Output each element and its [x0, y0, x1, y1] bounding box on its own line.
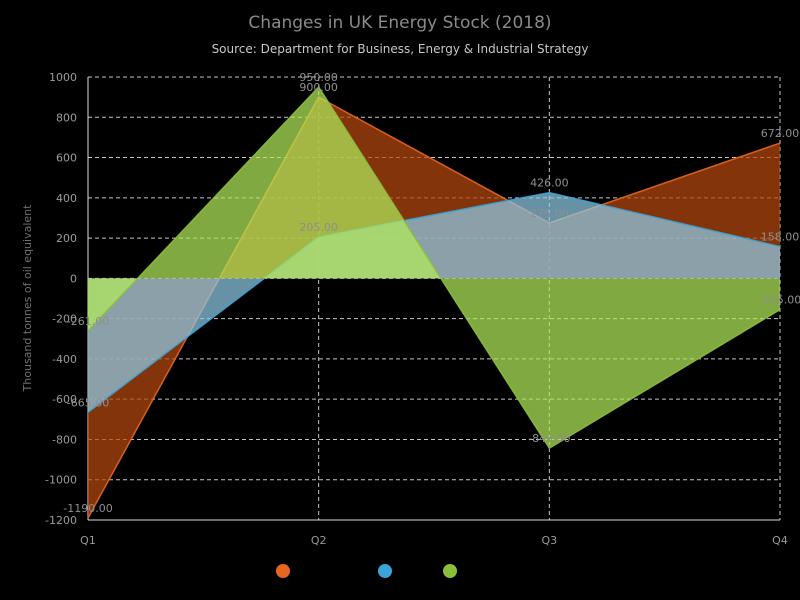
y-tick-label: 1000	[49, 71, 77, 84]
data-label: 158.00	[761, 231, 800, 244]
y-tick-label: -400	[52, 353, 77, 366]
x-tick-label: Q1	[80, 534, 96, 547]
data-label: 950.00	[299, 71, 338, 84]
data-label: -843.00	[528, 432, 570, 445]
data-label: 426.00	[530, 177, 569, 190]
y-tick-label: 600	[56, 152, 77, 165]
legend[interactable]	[276, 564, 457, 578]
y-tick-label: 400	[56, 192, 77, 205]
y-tick-label: -200	[52, 313, 77, 326]
legend-marker-series-3[interactable]	[443, 564, 457, 578]
series-2-area	[88, 192, 780, 413]
legend-marker-series-2[interactable]	[378, 564, 392, 578]
y-tick-label: -1000	[45, 474, 77, 487]
y-axis-label: Thousand tonnes of oil equivalent	[21, 204, 34, 393]
data-label: -1190.00	[63, 502, 112, 515]
y-tick-label: 200	[56, 232, 77, 245]
tick-layer: -1200 -1000 -800 -600 -400 -200 0 200 400 600 800 1…	[45, 71, 788, 547]
chart-title: Changes in UK Energy Stock (2018)	[248, 13, 551, 33]
area-layer	[87, 85, 781, 519]
data-label: 205.00	[299, 221, 338, 234]
data-label: 672.00	[761, 127, 800, 140]
x-tick-label: Q4	[772, 534, 788, 547]
series-2-line	[87, 191, 781, 413]
chart-subtitle: Source: Department for Business, Energy …	[212, 42, 589, 56]
legend-marker-series-1[interactable]	[276, 564, 290, 578]
x-tick-label: Q2	[311, 534, 327, 547]
y-tick-label: -800	[52, 433, 77, 446]
data-label: 900.00	[299, 81, 338, 94]
y-tick-label: -1200	[45, 514, 77, 527]
data-label: 275.00	[530, 207, 569, 220]
data-label: -665.00	[67, 396, 109, 409]
series-3-line	[87, 85, 781, 450]
y-tick-label: -600	[52, 393, 77, 406]
y-tick-label: 800	[56, 111, 77, 124]
x-tick-label: Q3	[541, 534, 557, 547]
data-label: -155.00	[759, 294, 800, 307]
label-layer: -1190.00 900.00 275.00 672.00 -665.00 205.00 4…	[63, 71, 800, 515]
y-tick-label: 0	[70, 272, 77, 285]
data-label: -261.00	[67, 315, 109, 328]
